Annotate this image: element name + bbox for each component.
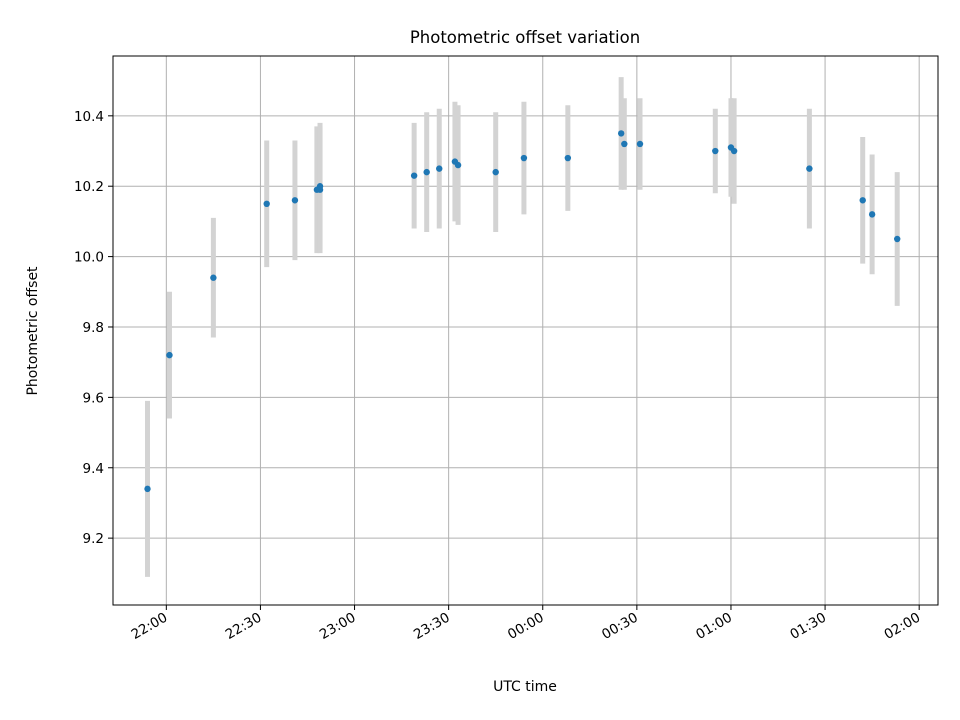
data-point (210, 274, 217, 281)
x-axis-title: UTC time (493, 679, 557, 695)
y-tick-label: 9.6 (83, 390, 104, 406)
data-point (410, 172, 418, 179)
data-point (894, 235, 901, 243)
data-point (712, 147, 719, 155)
data-point (144, 485, 151, 493)
data-point (564, 154, 572, 162)
data-point (166, 351, 173, 359)
y-tick-label: 10.2 (74, 179, 104, 195)
data-point (492, 168, 499, 176)
plot-area-frame (112, 55, 939, 606)
data-point (316, 183, 324, 190)
y-tick-label: 9.2 (83, 531, 104, 547)
data-point (859, 197, 866, 204)
data-point (636, 140, 644, 148)
data-point (454, 161, 462, 169)
data-point (868, 211, 876, 218)
y-tick-label: 9.4 (83, 461, 104, 477)
y-tick-label: 10.4 (74, 109, 104, 125)
data-point (617, 130, 625, 137)
y-tick-label: 9.8 (83, 320, 104, 336)
data-point (436, 165, 443, 172)
data-point (621, 140, 628, 148)
data-point (423, 168, 430, 176)
data-point (263, 200, 270, 208)
data-points (144, 130, 901, 493)
data-point (291, 197, 299, 204)
data-point (730, 147, 738, 155)
data-point (806, 165, 813, 172)
y-axis-title: Photometric offset (25, 266, 41, 396)
chart-title: Photometric offset variation (410, 28, 640, 47)
y-tick-label: 10.0 (74, 250, 104, 266)
data-point (520, 154, 528, 162)
